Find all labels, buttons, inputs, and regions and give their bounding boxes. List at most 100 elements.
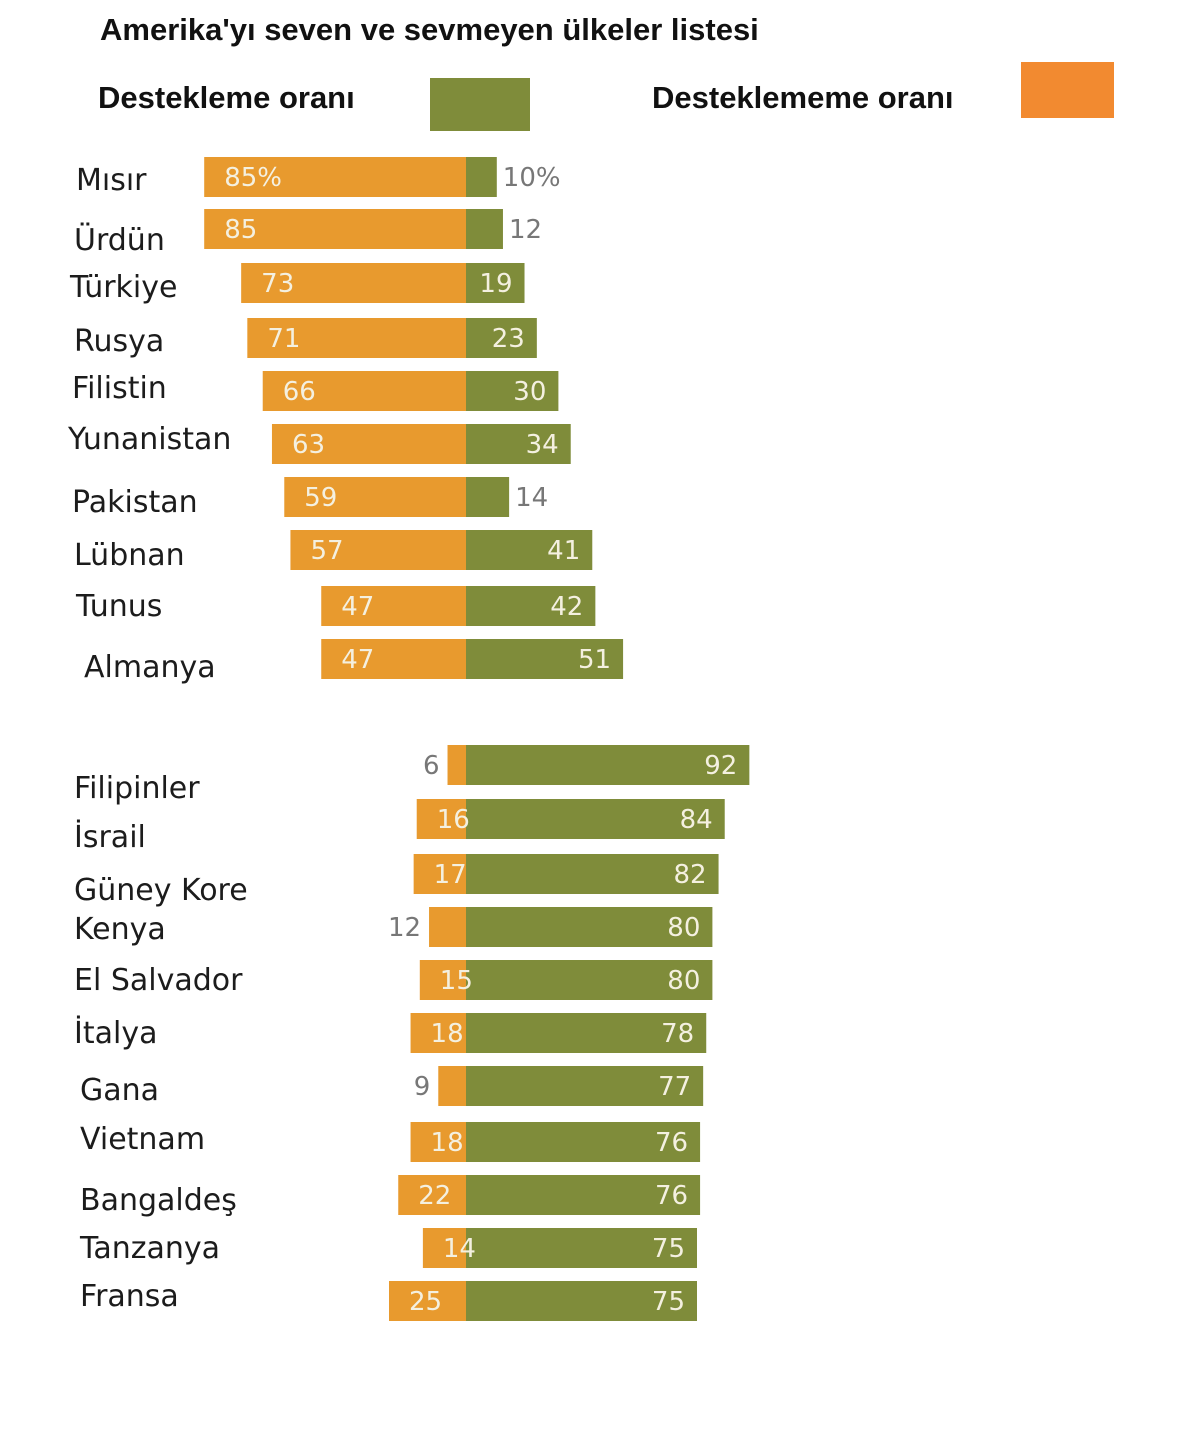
- legend-support-label: Destekleme oranı: [98, 80, 355, 115]
- country-label: İsrail: [74, 819, 146, 855]
- oppose-bar: [271, 424, 466, 464]
- country-label: Filipinler: [74, 771, 200, 806]
- support-value-label: 75: [652, 1234, 685, 1264]
- oppose-bar: [413, 854, 466, 894]
- support-value-label: 14: [515, 483, 548, 513]
- oppose-value-label: 22: [418, 1181, 451, 1211]
- oppose-bar: [398, 1175, 466, 1215]
- support-bar: [466, 1122, 701, 1162]
- country-label: Mısır: [76, 163, 147, 198]
- country-label: Tunus: [75, 589, 162, 624]
- support-bar: [466, 960, 713, 1000]
- country-label: Yunanistan: [67, 422, 231, 457]
- support-bar: [466, 1013, 707, 1053]
- oppose-value-label: 59: [304, 483, 337, 513]
- support-value-label: 80: [667, 913, 700, 943]
- country-label: Bangaldeş: [80, 1183, 237, 1218]
- support-bar: [466, 209, 503, 249]
- support-value-label: 78: [661, 1019, 694, 1049]
- support-value-label: 80: [667, 966, 700, 996]
- support-bar: [466, 907, 713, 947]
- oppose-bar: [438, 1066, 466, 1106]
- support-bar: [466, 586, 596, 626]
- oppose-value-label: 18: [431, 1019, 464, 1049]
- country-label: Fransa: [80, 1279, 179, 1314]
- country-label: El Salvador: [74, 963, 243, 998]
- oppose-value-label: 25: [409, 1287, 442, 1317]
- support-value-label: 34: [526, 430, 559, 460]
- support-value-label: 19: [479, 269, 512, 299]
- support-value-label: 76: [655, 1128, 688, 1158]
- support-bar: [466, 1281, 697, 1321]
- chart-title: Amerika'yı seven ve sevmeyen ülkeler lis…: [100, 12, 759, 47]
- country-label: Filistin: [72, 371, 167, 406]
- oppose-bar: [422, 1228, 466, 1268]
- support-value-label: 75: [652, 1287, 685, 1317]
- country-label: Türkiye: [69, 270, 177, 305]
- support-bar: [466, 745, 750, 785]
- oppose-value-label: 16: [437, 805, 470, 835]
- support-value-label: 23: [492, 324, 525, 354]
- oppose-value-label: 12: [388, 913, 421, 943]
- support-value-label: 82: [673, 860, 706, 890]
- oppose-value-label: 14: [443, 1234, 476, 1264]
- support-bar: [466, 477, 510, 517]
- oppose-bar: [241, 263, 466, 303]
- legend-support-swatch: [430, 78, 530, 131]
- oppose-bar: [284, 477, 466, 517]
- country-label: İtalya: [74, 1015, 157, 1051]
- country-label: Ürdün: [74, 222, 165, 258]
- support-value-label: 51: [578, 645, 611, 675]
- oppose-value-label: 63: [292, 430, 325, 460]
- support-bar: [466, 639, 624, 679]
- oppose-value-label: 73: [261, 269, 294, 299]
- oppose-value-label: 18: [431, 1128, 464, 1158]
- oppose-bar: [447, 745, 466, 785]
- support-value-label: 84: [680, 805, 713, 835]
- oppose-bar: [410, 1013, 466, 1053]
- support-bar: [466, 263, 525, 303]
- oppose-bar: [204, 157, 466, 197]
- oppose-value-label: 9: [414, 1072, 431, 1102]
- support-bar: [466, 371, 559, 411]
- support-value-label: 10%: [503, 163, 561, 193]
- oppose-bar: [389, 1281, 466, 1321]
- oppose-bar: [321, 639, 466, 679]
- oppose-value-label: 15: [440, 966, 473, 996]
- country-label: Lübnan: [74, 538, 185, 573]
- oppose-bar: [416, 799, 466, 839]
- support-bar: [466, 318, 537, 358]
- country-label: Tanzanya: [79, 1231, 220, 1266]
- oppose-bar: [321, 586, 466, 626]
- oppose-bar: [429, 907, 466, 947]
- oppose-bar: [247, 318, 466, 358]
- country-label: Almanya: [84, 650, 216, 685]
- support-bar: [466, 1066, 704, 1106]
- oppose-bar: [410, 1122, 466, 1162]
- support-value-label: 12: [509, 215, 542, 245]
- support-value-label: 77: [658, 1072, 691, 1102]
- oppose-value-label: 85%: [224, 163, 282, 193]
- oppose-value-label: 47: [341, 645, 374, 675]
- oppose-value-label: 66: [283, 377, 316, 407]
- oppose-value-label: 57: [310, 536, 343, 566]
- country-label: Pakistan: [72, 485, 198, 520]
- oppose-value-label: 71: [267, 324, 300, 354]
- support-value-label: 41: [547, 536, 580, 566]
- oppose-bar: [262, 371, 466, 411]
- support-value-label: 42: [550, 592, 583, 622]
- oppose-bar: [290, 530, 466, 570]
- support-value-label: 30: [513, 377, 546, 407]
- support-value-label: 92: [704, 751, 737, 781]
- oppose-value-label: 85: [224, 215, 257, 245]
- support-bar: [466, 1228, 697, 1268]
- oppose-bar: [419, 960, 466, 1000]
- support-bar: [466, 157, 497, 197]
- country-label: Vietnam: [80, 1122, 205, 1157]
- support-value-label: 76: [655, 1181, 688, 1211]
- support-bar: [466, 799, 725, 839]
- legend-oppose-label: Desteklememe oranı: [652, 80, 954, 115]
- support-bar: [466, 424, 571, 464]
- country-label: Rusya: [74, 324, 164, 359]
